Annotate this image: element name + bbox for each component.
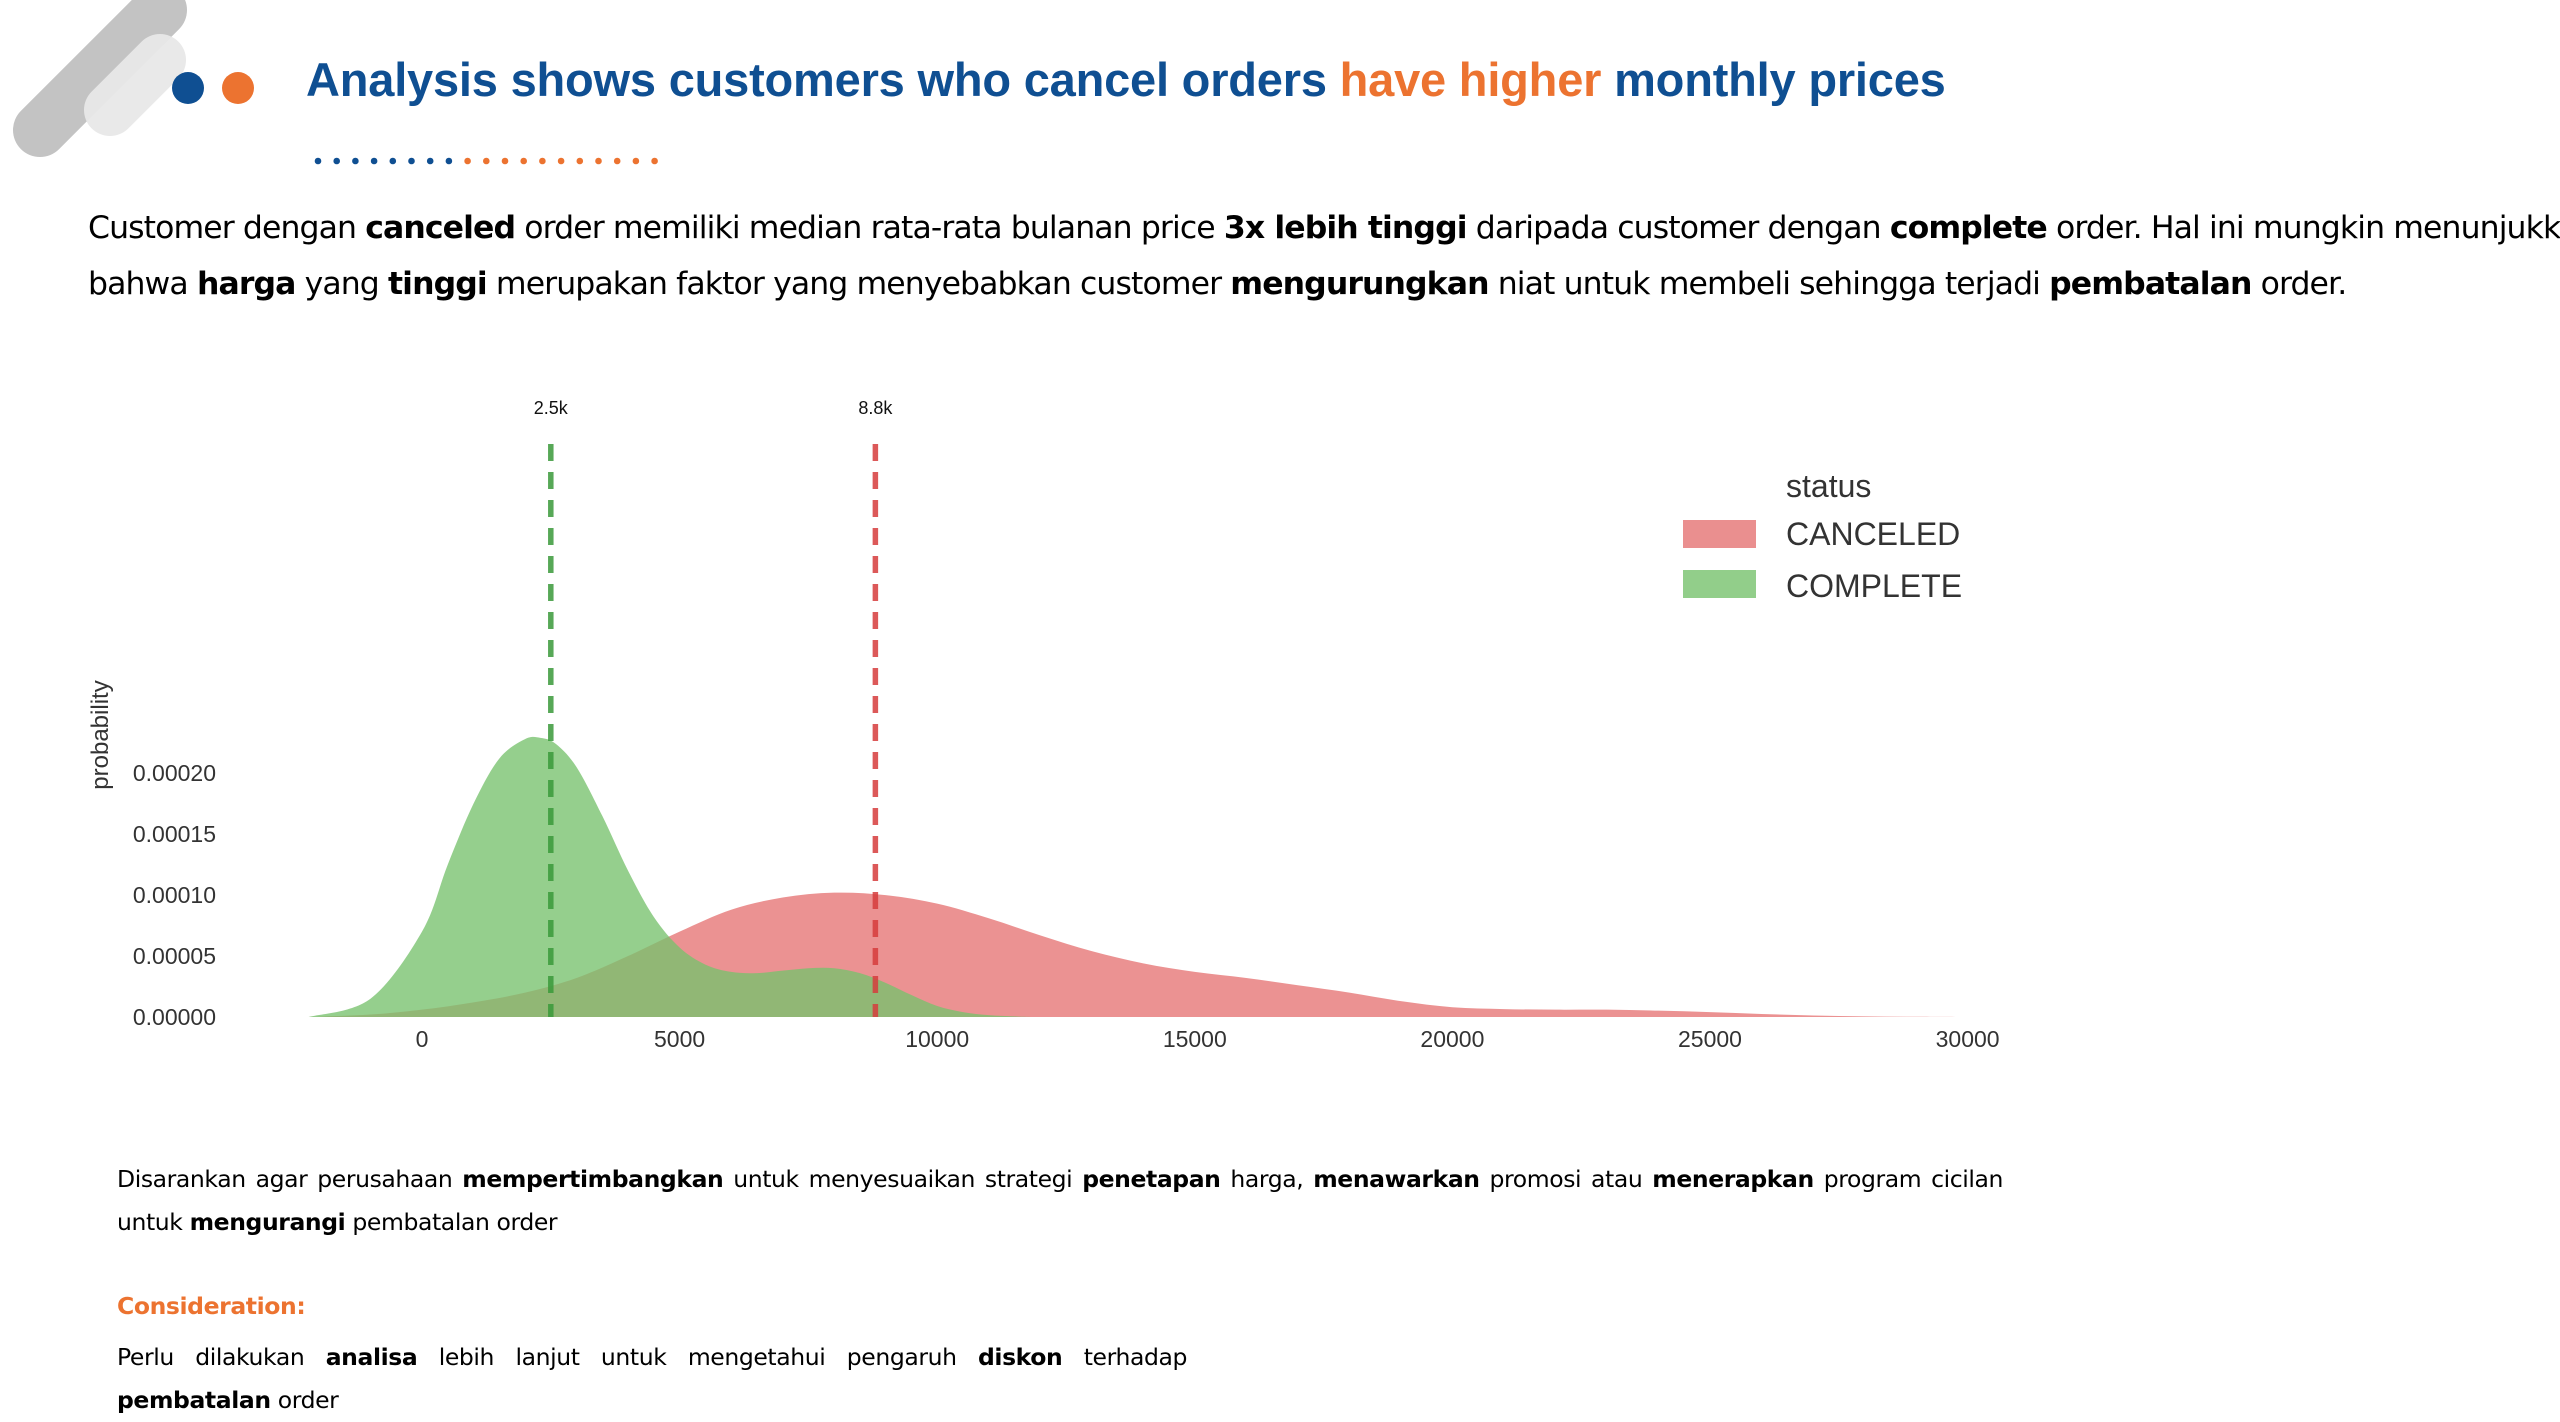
legend: status CANCELED COMPLETE xyxy=(1683,468,1962,604)
x-tick-label: 5000 xyxy=(654,1026,705,1052)
y-tick-label: 0.00015 xyxy=(133,821,216,847)
y-tick-label: 0.00010 xyxy=(133,882,216,908)
y-tick-label: 0.00005 xyxy=(133,943,216,969)
text-segment: terhadap xyxy=(1062,1343,1188,1371)
text-segment: Disarankan agar perusahaan xyxy=(117,1165,463,1193)
bold-text: pembatalan xyxy=(117,1386,271,1414)
text-segment: bahwa xyxy=(88,266,197,302)
text-segment: daripada customer dengan xyxy=(1466,210,1890,246)
x-tick-label: 25000 xyxy=(1678,1026,1742,1052)
bold-text: tinggi xyxy=(388,266,488,302)
median-label-canceled: 8.8k xyxy=(858,398,893,418)
title-part-2: have higher xyxy=(1339,53,1602,106)
text-segment: promosi atau xyxy=(1479,1165,1653,1193)
median-label-complete: 2.5k xyxy=(534,398,569,418)
text-segment: program cicilan untuk xyxy=(117,1165,2004,1236)
text-segment: Customer dengan xyxy=(88,210,366,246)
bold-text: mempertimbangkan xyxy=(462,1165,724,1193)
bold-text: mengurungkan xyxy=(1230,266,1489,302)
text-segment: order memiliki median rata-rata bulanan … xyxy=(515,210,1224,246)
text-segment: Perlu dilakukan xyxy=(117,1343,326,1371)
x-tick-label: 0 xyxy=(416,1026,429,1052)
bold-text: diskon xyxy=(978,1343,1063,1371)
bold-text: menawarkan xyxy=(1313,1165,1480,1193)
blue-dot-icon xyxy=(172,72,204,104)
density-area-complete xyxy=(308,736,1968,1017)
bold-text: mengurangi xyxy=(189,1208,346,1236)
pill-decoration-icon xyxy=(13,0,254,157)
text-segment: niat untuk membeli sehingga terjadi xyxy=(1488,266,2050,302)
y-tick-label: 0.00000 xyxy=(133,1004,216,1030)
x-tick-label: 10000 xyxy=(905,1026,969,1052)
bold-text: menerapkan xyxy=(1652,1165,1814,1193)
legend-swatch-canceled xyxy=(1683,520,1756,548)
legend-label-complete: COMPLETE xyxy=(1786,568,1962,604)
dotted-divider-icon xyxy=(314,157,658,165)
consideration-paragraph: Perlu dilakukan analisa lebih lanjut unt… xyxy=(117,1336,1187,1422)
text-segment: pembatalan order xyxy=(345,1208,558,1236)
text-segment: order xyxy=(270,1386,339,1414)
text-segment: order. Hal ini mungkin menunjukkan xyxy=(2046,210,2560,246)
x-tick-label: 30000 xyxy=(1936,1026,2000,1052)
bold-text: pembatalan xyxy=(2049,266,2252,302)
text-segment: merupakan faktor yang menyebabkan custom… xyxy=(486,266,1231,302)
text-segment: harga, xyxy=(1220,1165,1314,1193)
title-part-1: Analysis shows customers who cancel orde… xyxy=(306,53,1340,106)
legend-label-canceled: CANCELED xyxy=(1786,516,1960,552)
text-segment: yang xyxy=(295,266,389,302)
title-part-3: monthly prices xyxy=(1601,53,1946,106)
x-tick-label: 20000 xyxy=(1420,1026,1484,1052)
y-axis-ticks: 0.00000 0.00005 0.00010 0.00015 0.00020 xyxy=(133,760,216,1030)
legend-swatch-complete xyxy=(1683,570,1756,598)
bold-text: canceled xyxy=(365,210,516,246)
y-axis-label: probability xyxy=(87,680,114,789)
bold-text: harga xyxy=(196,266,296,302)
median-lines: 2.5k 8.8k xyxy=(534,398,893,1017)
x-tick-label: 15000 xyxy=(1163,1026,1227,1052)
legend-title: status xyxy=(1786,468,1871,504)
text-segment: lebih lanjut untuk mengetahui pengaruh xyxy=(417,1343,978,1371)
density-chart: 2.5k 8.8k 0 5000 10000 15000 20000 25000 30000 … xyxy=(87,398,2000,1052)
intro-paragraph: Customer dengan canceled order memiliki … xyxy=(88,200,2560,312)
x-axis-ticks: 0 5000 10000 15000 20000 25000 30000 xyxy=(416,1026,2000,1052)
text-segment: order. xyxy=(2251,266,2348,302)
y-tick-label: 0.00020 xyxy=(133,760,216,786)
orange-dot-icon xyxy=(222,72,254,104)
page-title: Analysis shows customers who cancel orde… xyxy=(306,52,1946,107)
bold-text: analisa xyxy=(325,1343,418,1371)
density-areas xyxy=(308,736,1968,1017)
bold-text: complete xyxy=(1889,210,2048,246)
bold-text: penetapan xyxy=(1082,1165,1221,1193)
recommendation-paragraph: Disarankan agar perusahaan mempertimbang… xyxy=(117,1158,2003,1244)
text-segment: untuk menyesuaikan strategi xyxy=(723,1165,1083,1193)
consideration-label: Consideration: xyxy=(117,1292,306,1320)
bold-text: 3x lebih tinggi xyxy=(1223,210,1468,246)
